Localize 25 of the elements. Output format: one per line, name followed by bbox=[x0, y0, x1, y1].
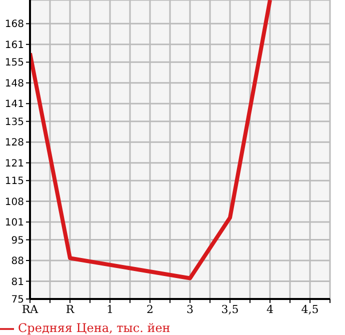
y-tick-label: 161 bbox=[4, 40, 24, 51]
y-tick-label: 141 bbox=[4, 99, 24, 110]
y-tick-label: 128 bbox=[4, 138, 24, 149]
y-tick-label: 108 bbox=[4, 196, 24, 208]
y-tick-label: 148 bbox=[4, 78, 24, 90]
x-tick-label: R bbox=[66, 302, 75, 316]
y-tick-label: 101 bbox=[4, 218, 24, 229]
line-series bbox=[30, 0, 272, 280]
y-tick-label: 88 bbox=[11, 256, 24, 268]
x-tick-label: 1 bbox=[106, 302, 114, 316]
y-tick-label: 121 bbox=[4, 158, 24, 170]
x-tick-label: RA bbox=[22, 302, 40, 316]
y-tick-label: 75 bbox=[11, 294, 24, 306]
x-tick-label: 3,5 bbox=[221, 302, 239, 316]
y-tick-label: 81 bbox=[11, 276, 24, 288]
x-tick-label: 4,5 bbox=[301, 302, 319, 316]
x-tick-label: 3 bbox=[186, 302, 194, 316]
y-tick-label: 168 bbox=[4, 19, 24, 30]
y-tick-label: 155 bbox=[4, 58, 24, 69]
x-tick-label: 4 bbox=[266, 302, 274, 316]
y-tick-label: 95 bbox=[11, 235, 24, 246]
legend-label: Средняя Цена, тыс. йен bbox=[18, 321, 170, 335]
y-tick-label: 135 bbox=[4, 116, 24, 128]
x-tick-label: 2 bbox=[146, 302, 154, 316]
y-tick-label: 115 bbox=[4, 176, 24, 188]
